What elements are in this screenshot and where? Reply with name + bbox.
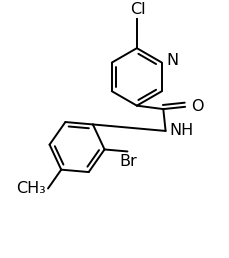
Text: O: O [190, 99, 202, 114]
Text: CH₃: CH₃ [16, 181, 46, 196]
Text: N: N [166, 53, 178, 68]
Text: Br: Br [119, 154, 136, 169]
Text: NH: NH [169, 123, 193, 139]
Text: Cl: Cl [130, 2, 145, 17]
